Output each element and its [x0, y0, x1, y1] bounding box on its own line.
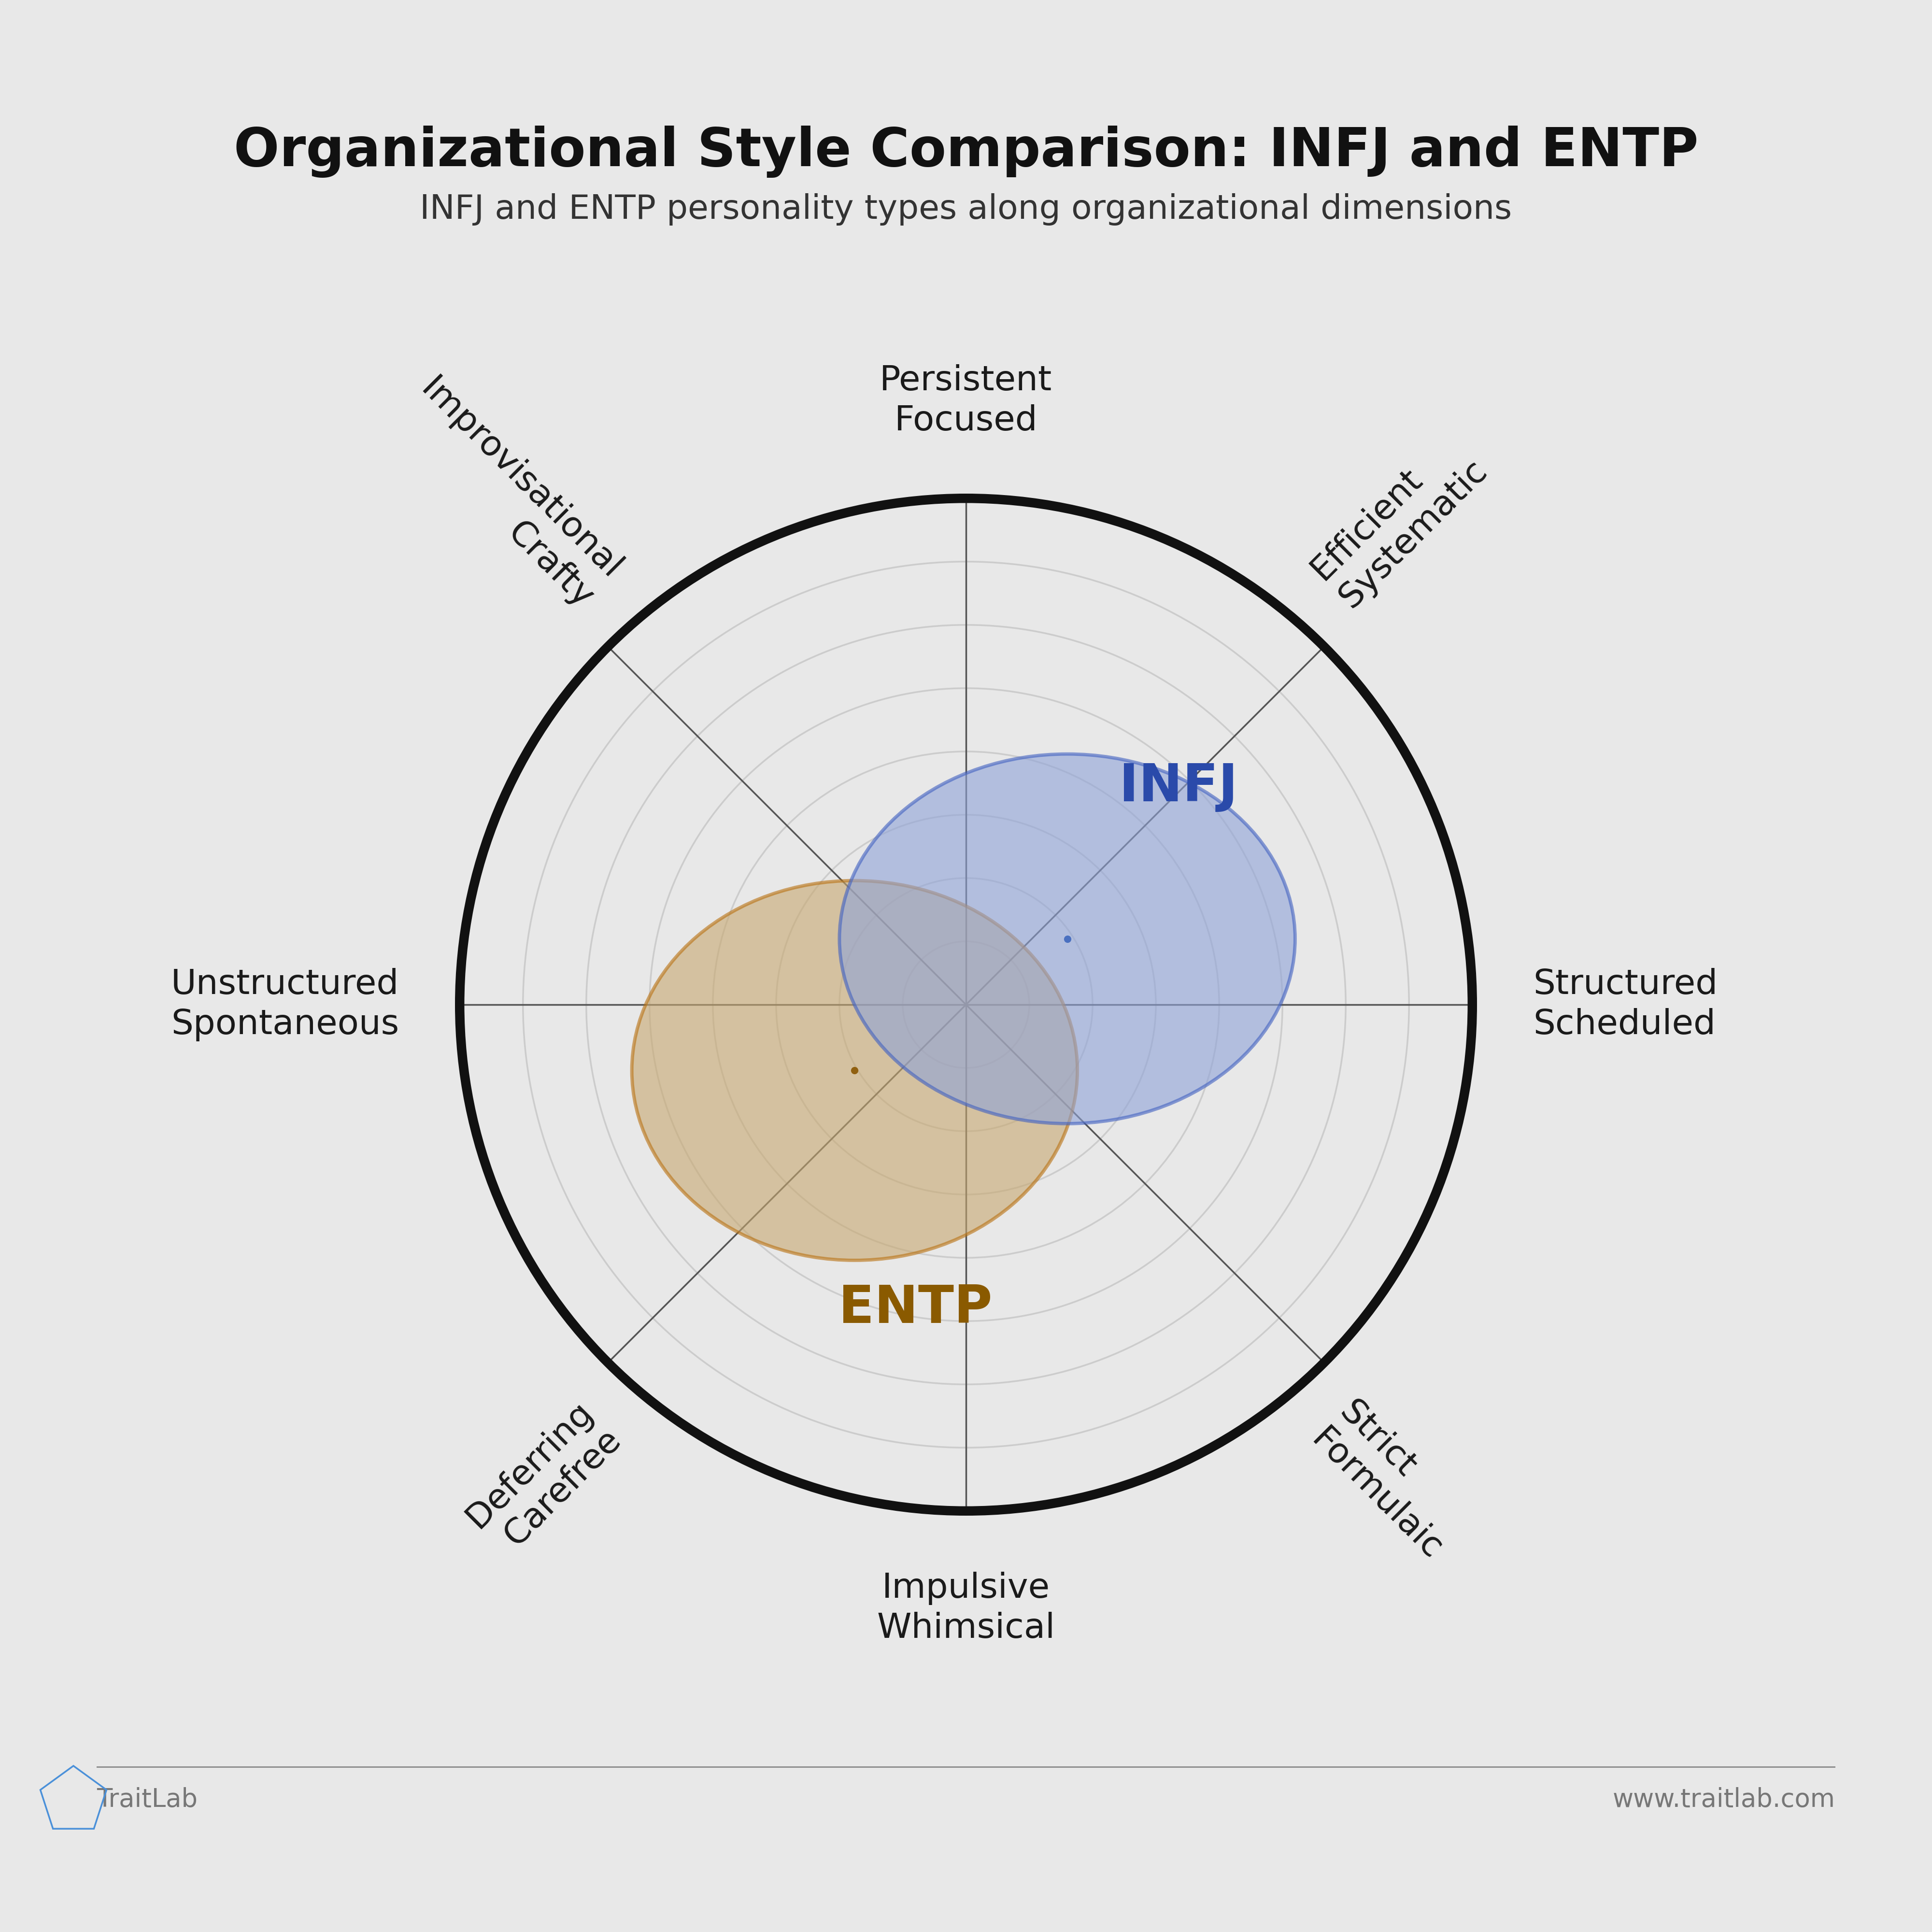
Text: Organizational Style Comparison: INFJ and ENTP: Organizational Style Comparison: INFJ an… — [234, 126, 1698, 178]
Text: Persistent
Focused: Persistent Focused — [879, 365, 1053, 437]
Text: TraitLab: TraitLab — [97, 1787, 197, 1812]
Text: INFJ and ENTP personality types along organizational dimensions: INFJ and ENTP personality types along or… — [419, 193, 1513, 226]
Text: Improvisational
Crafty: Improvisational Crafty — [386, 373, 628, 614]
Text: Structured
Scheduled: Structured Scheduled — [1534, 968, 1718, 1041]
Text: Impulsive
Whimsical: Impulsive Whimsical — [877, 1573, 1055, 1644]
Text: Deferring
Carefree: Deferring Carefree — [460, 1395, 628, 1563]
Text: Efficient
Systematic: Efficient Systematic — [1304, 425, 1493, 614]
Ellipse shape — [632, 881, 1078, 1260]
Text: www.traitlab.com: www.traitlab.com — [1613, 1787, 1835, 1812]
Ellipse shape — [838, 753, 1294, 1124]
Text: INFJ: INFJ — [1119, 761, 1238, 813]
Point — [1051, 923, 1082, 954]
Point — [838, 1055, 869, 1086]
Text: Unstructured
Spontaneous: Unstructured Spontaneous — [170, 968, 398, 1041]
Text: ENTP: ENTP — [838, 1283, 993, 1333]
Text: Strict
Formulaic: Strict Formulaic — [1304, 1395, 1476, 1567]
